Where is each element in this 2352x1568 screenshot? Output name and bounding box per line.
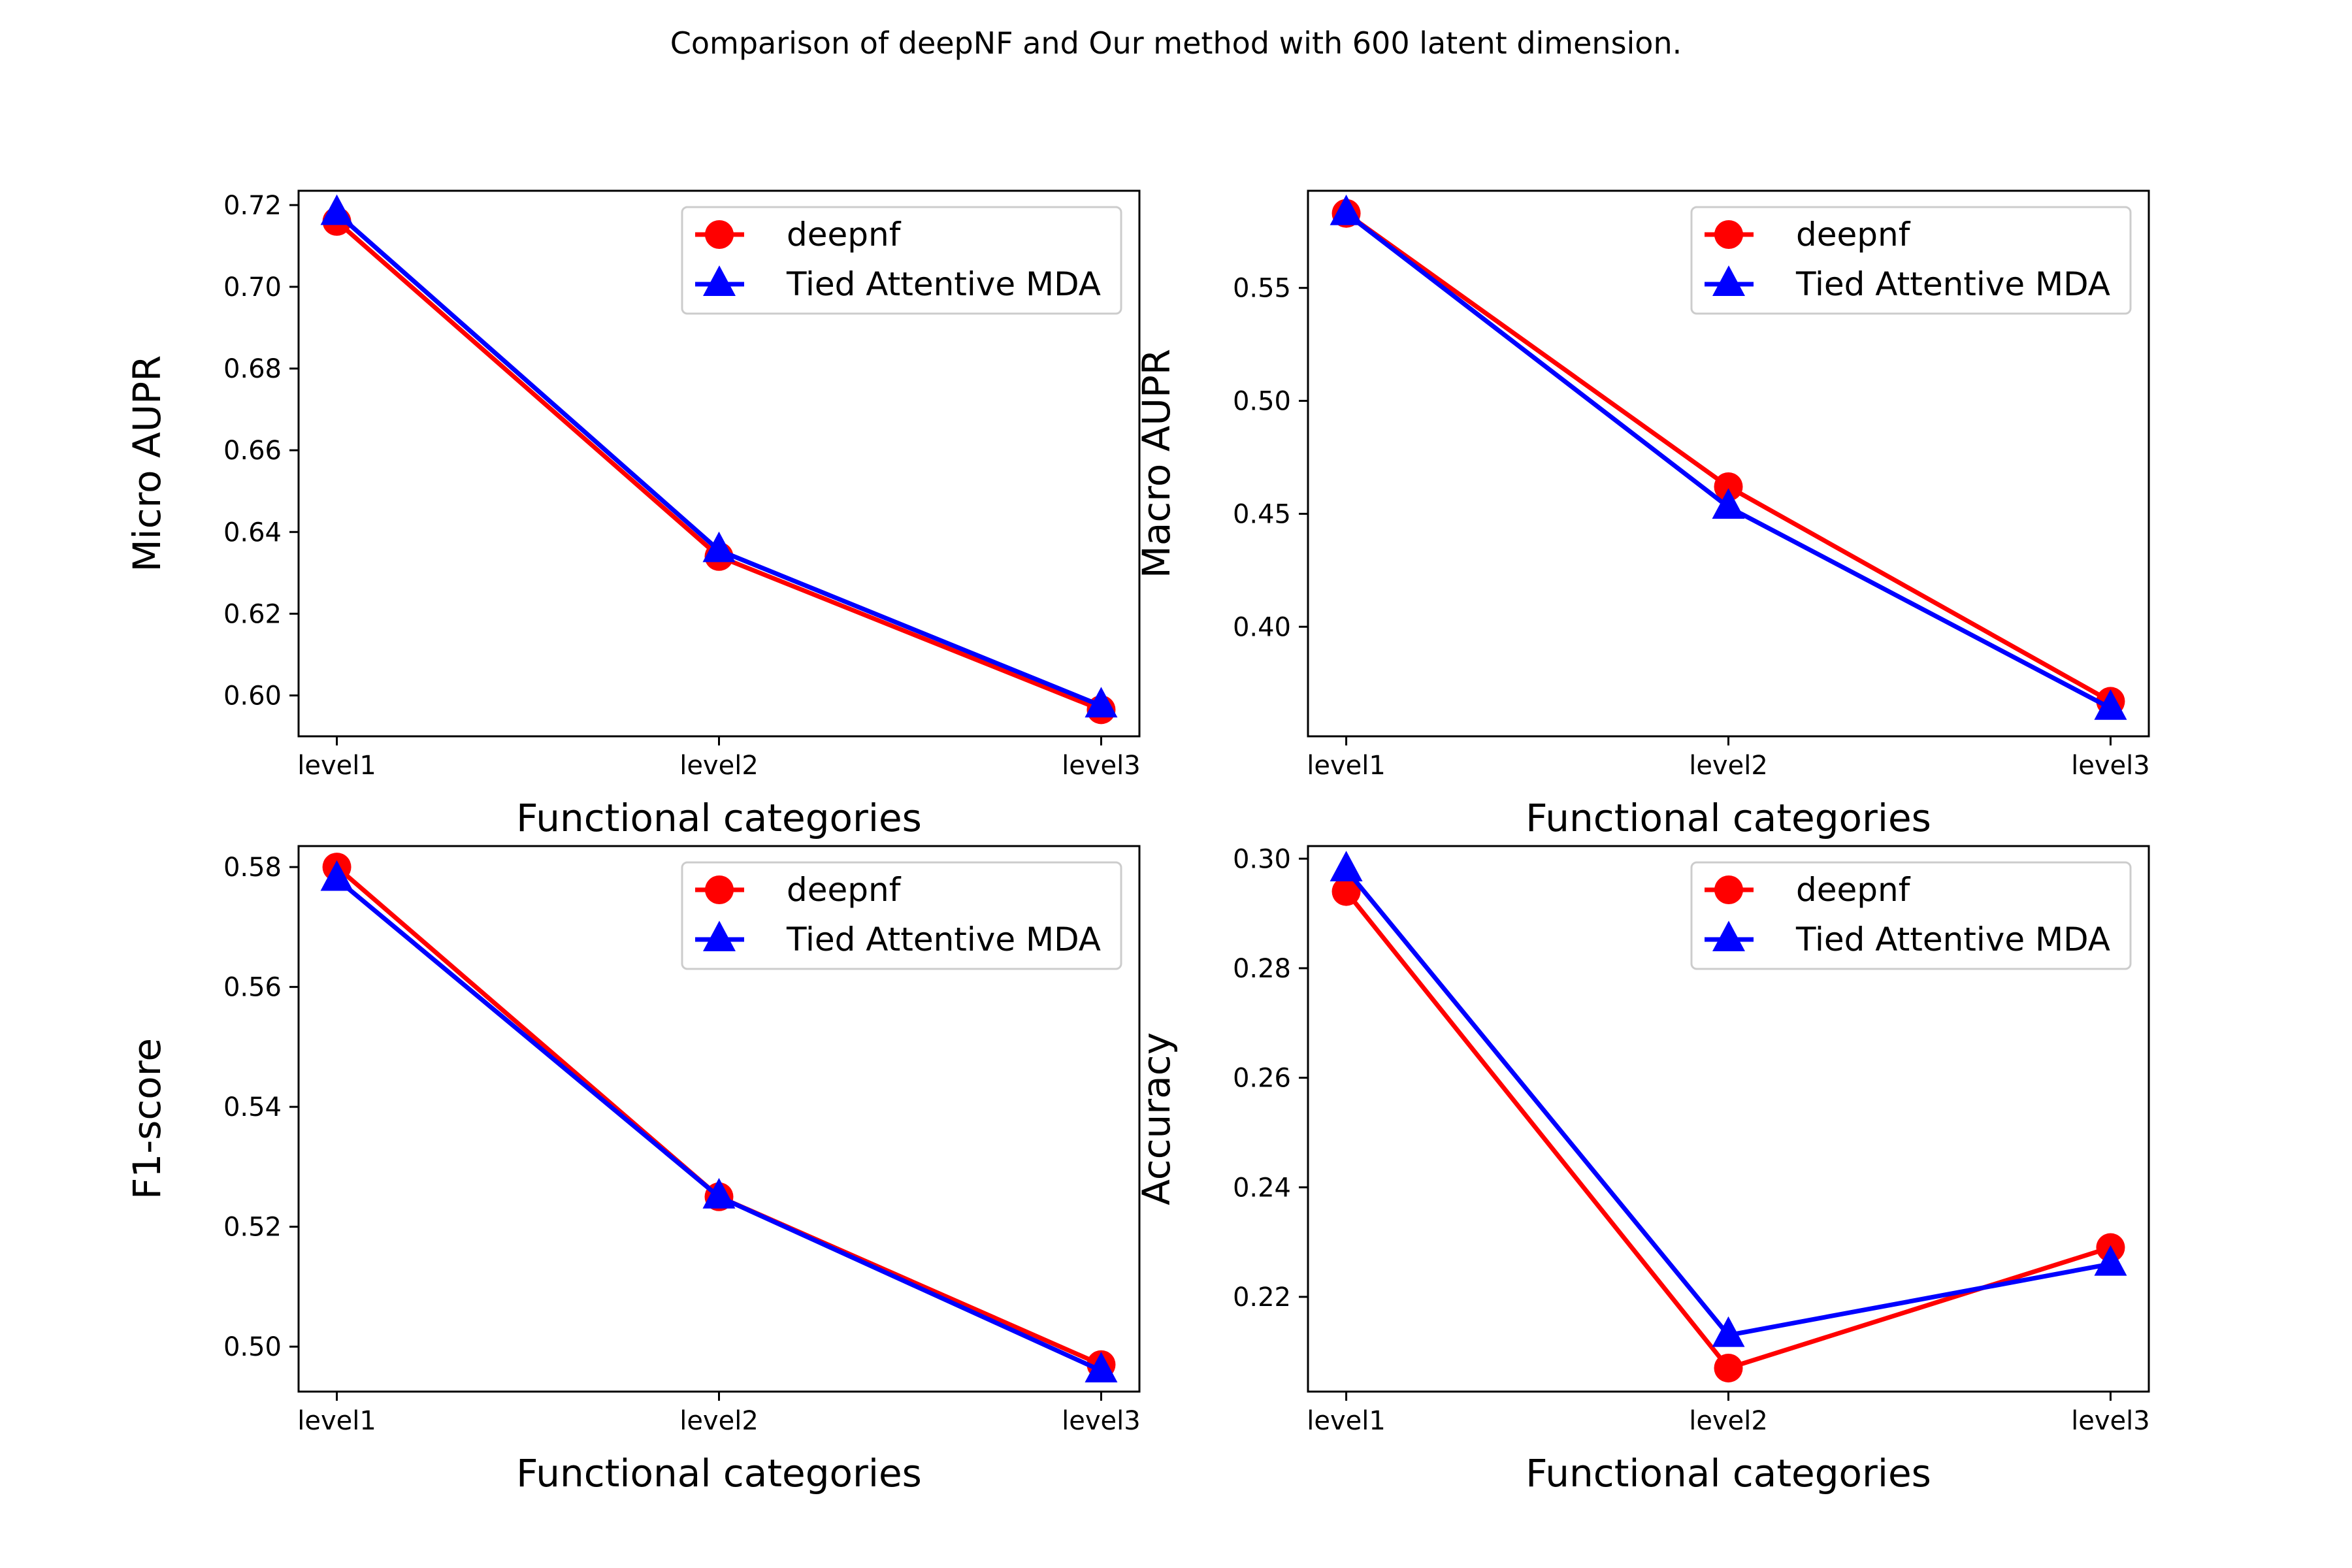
data-point-triangle bbox=[1085, 687, 1118, 718]
legend-marker-triangle bbox=[703, 921, 736, 951]
data-point-circle bbox=[1331, 877, 1361, 906]
x-tick-label: level3 bbox=[2071, 1406, 2150, 1436]
legend-box bbox=[1690, 861, 2132, 970]
y-tick-label: 0.64 bbox=[223, 517, 282, 547]
x-tick-label: level2 bbox=[679, 751, 759, 781]
y-tick-label: 0.70 bbox=[223, 272, 282, 302]
data-point-circle bbox=[1714, 472, 1743, 501]
x-axis-label: Functional categories bbox=[516, 1451, 922, 1495]
data-point-triangle bbox=[1712, 1316, 1745, 1347]
x-tick-label: level2 bbox=[1689, 1406, 1768, 1436]
y-tick-label: 0.28 bbox=[1233, 954, 1291, 984]
y-tick-label: 0.50 bbox=[1233, 387, 1291, 417]
y-axis-label: Micro AUPR bbox=[125, 355, 169, 572]
x-axis-label: Functional categories bbox=[1526, 796, 1931, 840]
x-tick-label: level3 bbox=[1062, 751, 1141, 781]
y-tick-label: 0.30 bbox=[1233, 844, 1291, 874]
chart-2: level1 level2 level3 0.40 0.45 0.50 0.55 Functi… bbox=[1134, 189, 2150, 840]
x-tick-label: level3 bbox=[2071, 751, 2150, 781]
legend-marker-circle bbox=[705, 875, 734, 904]
data-point-triangle bbox=[2094, 1245, 2127, 1276]
x-tick-label: level2 bbox=[1689, 751, 1768, 781]
y-tick-label: 0.45 bbox=[1233, 499, 1291, 529]
y-tick-label: 0.26 bbox=[1233, 1064, 1291, 1094]
data-point-triangle bbox=[1085, 1352, 1118, 1382]
legend-label: deepnf bbox=[1796, 216, 1911, 253]
data-point-triangle bbox=[2094, 689, 2127, 720]
legend-marker-triangle bbox=[1712, 265, 1745, 296]
y-tick-label: 0.72 bbox=[223, 191, 282, 221]
legend-label: Tied Attentive MDA bbox=[1795, 921, 2110, 958]
legend-label: deepnf bbox=[787, 216, 902, 253]
y-tick-label: 0.22 bbox=[1233, 1282, 1291, 1313]
y-tick-label: 0.50 bbox=[223, 1332, 282, 1362]
y-axis-label: Macro AUPR bbox=[1134, 349, 1179, 578]
data-point-triangle bbox=[1712, 488, 1745, 519]
data-point-triangle bbox=[702, 531, 736, 563]
y-tick-label: 0.62 bbox=[223, 599, 282, 629]
x-tick-label: level1 bbox=[297, 1406, 376, 1436]
y-axis-label: Accuracy bbox=[1134, 1032, 1179, 1205]
y-tick-label: 0.68 bbox=[223, 354, 282, 384]
legend-label: deepnf bbox=[1796, 871, 1911, 909]
legend-label: Tied Attentive MDA bbox=[786, 265, 1101, 303]
y-tick-label: 0.55 bbox=[1233, 274, 1291, 304]
x-tick-label: level1 bbox=[297, 751, 376, 781]
legend-marker-circle bbox=[1714, 875, 1743, 904]
y-tick-label: 0.60 bbox=[223, 681, 282, 711]
legend-box bbox=[681, 206, 1122, 315]
y-tick-label: 0.58 bbox=[223, 853, 282, 883]
data-point-triangle bbox=[1330, 851, 1363, 882]
y-tick-label: 0.66 bbox=[223, 436, 282, 466]
charts-grid: level1 level2 level3 0.60 0.62 0.64 0.66 0.68 0.… bbox=[125, 189, 2150, 1495]
y-axis-label: F1-score bbox=[125, 1038, 169, 1200]
y-tick-label: 0.24 bbox=[1233, 1173, 1291, 1203]
legend-marker-triangle bbox=[703, 265, 736, 296]
y-tick-label: 0.52 bbox=[223, 1213, 282, 1243]
x-axis-label: Functional categories bbox=[516, 796, 922, 840]
x-tick-label: level3 bbox=[1062, 1406, 1141, 1436]
data-point-triangle bbox=[1330, 194, 1363, 225]
data-point-triangle bbox=[320, 194, 353, 225]
chart-3: level1 level2 level3 0.50 0.52 0.54 0.56 0.58 Fu… bbox=[125, 845, 1141, 1495]
x-axis-label: Functional categories bbox=[1526, 1451, 1931, 1495]
legend-box bbox=[681, 861, 1122, 970]
x-tick-label: level2 bbox=[679, 1406, 759, 1436]
legend-marker-circle bbox=[1714, 220, 1743, 249]
legend-marker-circle bbox=[705, 220, 734, 249]
chart-1: level1 level2 level3 0.60 0.62 0.64 0.66 0.68 0.… bbox=[125, 189, 1141, 840]
legend-label: Tied Attentive MDA bbox=[786, 921, 1101, 958]
data-point-triangle bbox=[702, 1178, 736, 1209]
x-tick-label: level1 bbox=[1307, 1406, 1386, 1436]
legend-label: deepnf bbox=[787, 871, 902, 909]
legend-box bbox=[1690, 206, 2132, 315]
chart-4: level1 level2 level3 0.22 0.24 0.26 0.28 0.30 Fu… bbox=[1134, 844, 2150, 1495]
data-point-triangle bbox=[320, 860, 353, 891]
y-tick-label: 0.40 bbox=[1233, 612, 1291, 642]
legend-label: Tied Attentive MDA bbox=[1795, 265, 2110, 303]
x-tick-label: level1 bbox=[1307, 751, 1386, 781]
y-tick-label: 0.54 bbox=[223, 1092, 282, 1122]
figure-title: Comparison of deepNF and Our method with… bbox=[670, 25, 1682, 61]
legend-marker-triangle bbox=[1712, 921, 1745, 951]
data-point-circle bbox=[1714, 1353, 1743, 1382]
y-tick-label: 0.56 bbox=[223, 973, 282, 1003]
